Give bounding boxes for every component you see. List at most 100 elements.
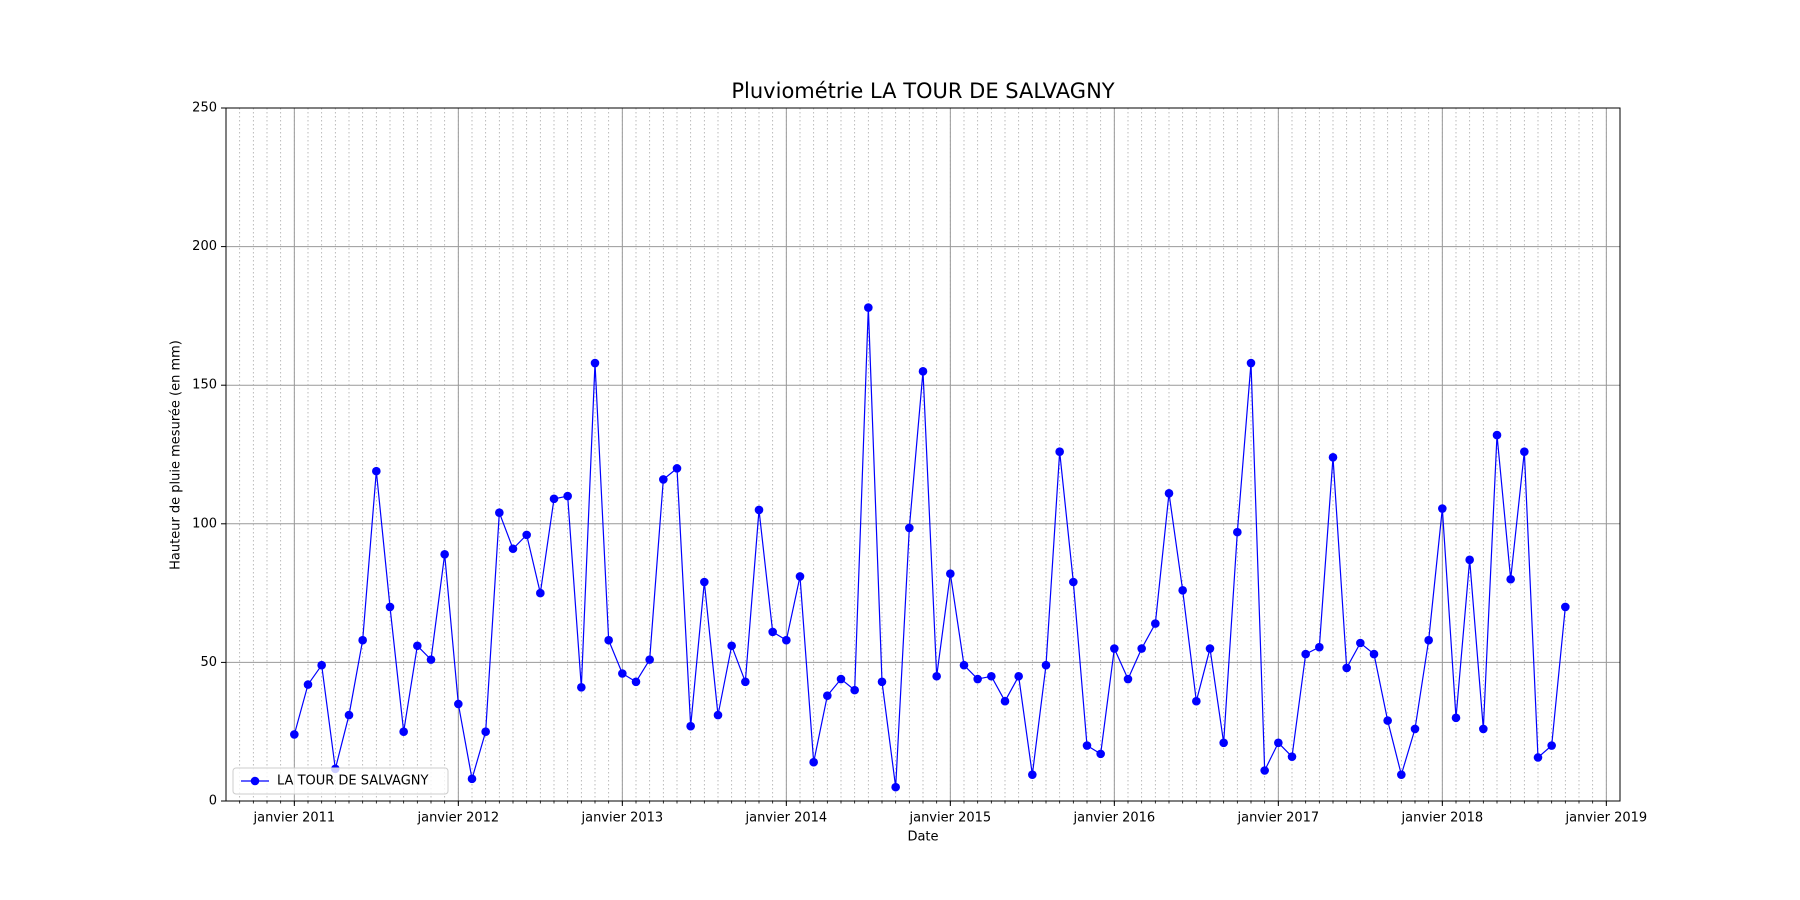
data-point xyxy=(1356,638,1365,648)
data-point xyxy=(1451,713,1461,723)
data-point xyxy=(823,691,832,700)
data-point xyxy=(1506,574,1515,584)
data-point xyxy=(932,671,941,681)
data-point xyxy=(413,641,422,651)
x-tick-label: janvier 2012 xyxy=(416,811,499,826)
data-point xyxy=(1410,724,1420,734)
data-point xyxy=(577,683,586,692)
legend-marker xyxy=(250,776,260,786)
data-point xyxy=(536,588,545,598)
data-point xyxy=(891,782,900,792)
data-point xyxy=(317,660,326,670)
data-point xyxy=(508,544,518,554)
data-point xyxy=(754,505,764,515)
data-point xyxy=(495,508,504,518)
data-point xyxy=(1233,527,1242,537)
data-point xyxy=(795,572,805,581)
data-point xyxy=(959,660,969,670)
data-point xyxy=(1041,660,1051,670)
y-axis-label: Hauteur de pluie mesurée (en mm) xyxy=(169,340,184,570)
x-tick-label: janvier 2013 xyxy=(580,811,663,826)
data-point xyxy=(905,523,914,533)
data-point xyxy=(1000,696,1010,706)
data-point xyxy=(918,367,928,376)
data-point xyxy=(1492,430,1502,440)
data-point xyxy=(372,466,381,476)
y-tick-label: 100 xyxy=(192,516,217,531)
data-point xyxy=(1561,602,1570,612)
data-point xyxy=(973,674,982,684)
data-point xyxy=(1328,452,1338,462)
y-tick-label: 250 xyxy=(192,101,217,116)
data-point xyxy=(1520,447,1529,457)
data-point xyxy=(454,699,463,709)
data-point xyxy=(1192,696,1201,706)
data-point xyxy=(631,677,641,687)
data-point xyxy=(1151,619,1160,628)
data-point xyxy=(1178,586,1187,595)
data-point xyxy=(549,494,559,504)
data-point xyxy=(1260,766,1269,775)
plot-frame xyxy=(225,107,1621,802)
data-point xyxy=(481,727,490,736)
data-point xyxy=(727,641,736,651)
x-tick-label: janvier 2019 xyxy=(1564,811,1647,826)
data-point xyxy=(618,669,627,678)
data-point xyxy=(1096,749,1105,759)
data-point xyxy=(563,491,572,501)
data-point xyxy=(385,602,395,612)
data-point xyxy=(1397,770,1406,779)
legend: LA TOUR DE SALVAGNY xyxy=(232,767,449,795)
data-point xyxy=(440,549,449,559)
data-point xyxy=(1028,770,1037,779)
data-point xyxy=(358,635,367,645)
data-point xyxy=(713,710,723,720)
data-point xyxy=(1164,489,1174,498)
data-point xyxy=(672,464,682,473)
data-point xyxy=(1137,644,1146,653)
data-point xyxy=(1274,738,1283,748)
data-point xyxy=(1369,649,1379,659)
data-point xyxy=(1315,642,1324,652)
data-point xyxy=(1547,741,1556,750)
legend-label: LA TOUR DE SALVAGNY xyxy=(277,774,429,789)
data-point xyxy=(1438,504,1447,513)
data-point xyxy=(864,303,873,312)
y-tick-label: 50 xyxy=(200,655,217,670)
data-point xyxy=(741,677,750,687)
data-point xyxy=(987,671,996,681)
y-tick-label: 150 xyxy=(192,378,217,393)
y-tick-label: 200 xyxy=(192,239,217,254)
data-point xyxy=(946,569,955,578)
data-point xyxy=(1205,644,1215,653)
data-point xyxy=(1533,753,1543,762)
data-point xyxy=(686,721,695,731)
data-point xyxy=(344,710,354,720)
x-axis-label: Date xyxy=(907,830,938,845)
x-tick-label: janvier 2011 xyxy=(252,811,335,826)
data-point xyxy=(850,685,859,695)
x-tick-label: janvier 2016 xyxy=(1072,811,1155,826)
data-point xyxy=(700,577,709,587)
data-point xyxy=(399,727,408,736)
series-line xyxy=(293,307,1566,788)
x-tick-label: janvier 2014 xyxy=(744,811,827,826)
data-point xyxy=(426,655,436,664)
chart-title: Pluviométrie LA TOUR DE SALVAGNY xyxy=(731,79,1114,103)
data-point xyxy=(1287,752,1297,761)
data-point xyxy=(1246,358,1256,368)
data-point xyxy=(836,674,846,684)
data-point xyxy=(467,774,477,784)
data-point xyxy=(1465,555,1474,565)
data-point xyxy=(1055,447,1064,457)
data-point xyxy=(1219,738,1228,748)
x-tick-label: janvier 2018 xyxy=(1400,811,1483,826)
x-tick-label: janvier 2017 xyxy=(1236,811,1319,826)
data-point xyxy=(303,680,313,689)
data-point xyxy=(768,627,777,637)
data-point xyxy=(782,635,791,645)
legend-box xyxy=(232,767,449,795)
data-point xyxy=(1069,577,1078,587)
data-point xyxy=(1424,635,1433,645)
